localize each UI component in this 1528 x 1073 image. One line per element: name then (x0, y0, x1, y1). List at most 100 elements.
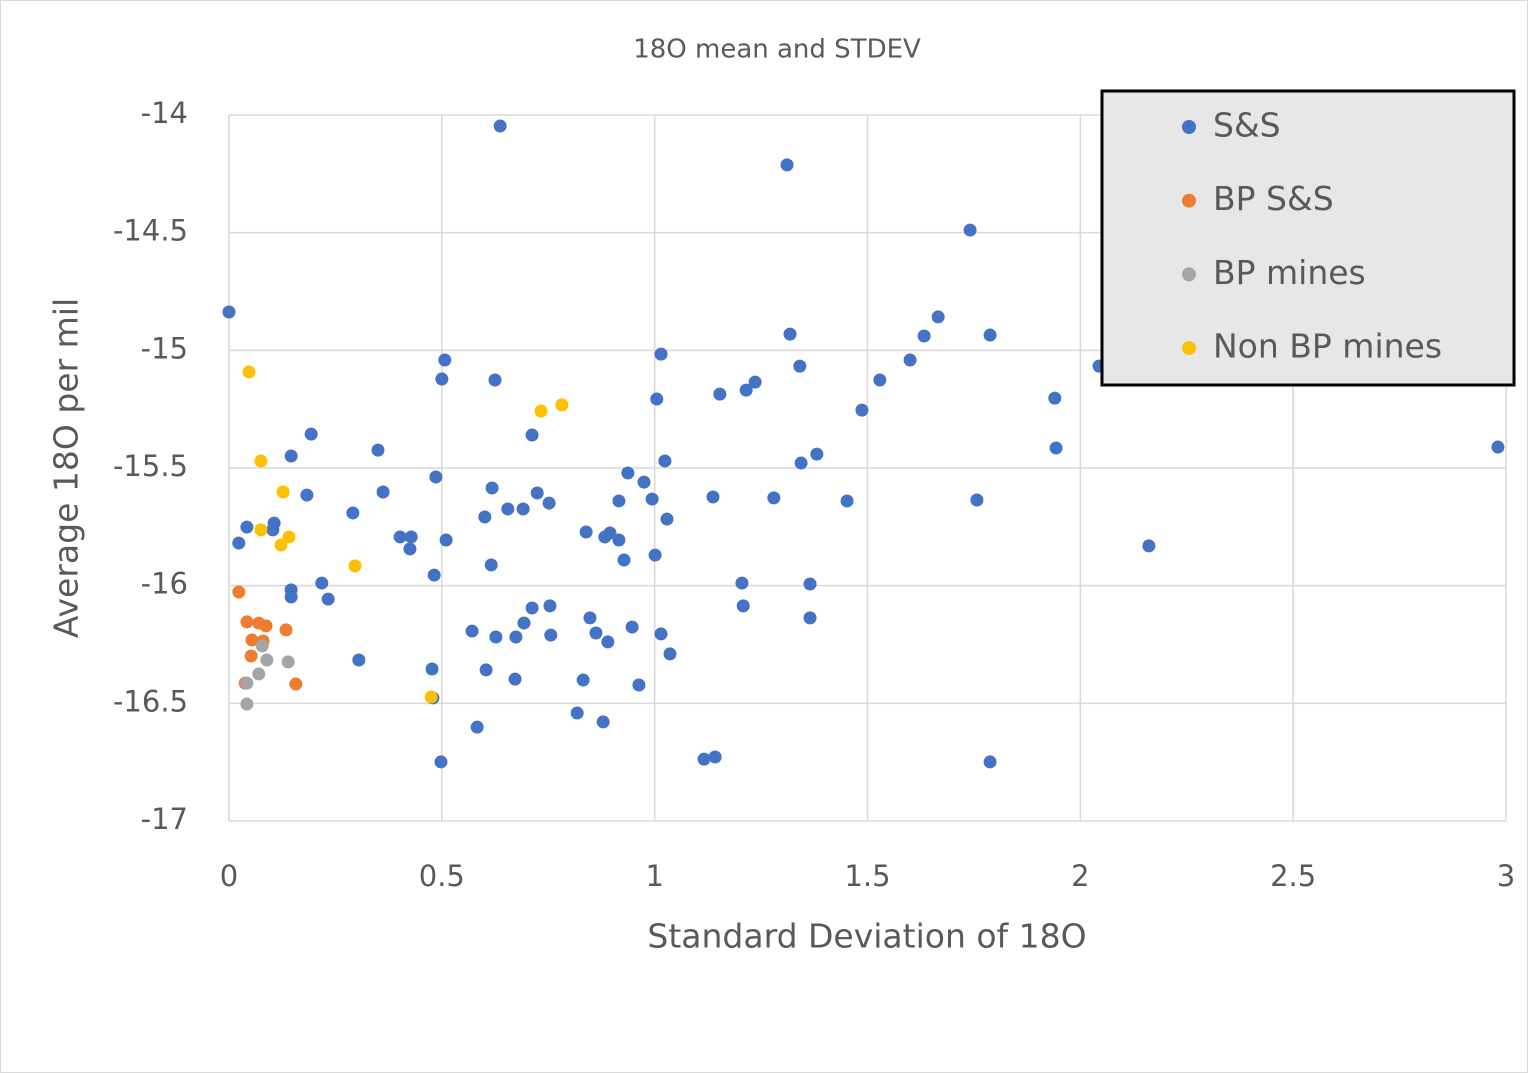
y-tick-label: -15 (141, 331, 188, 365)
point (783, 327, 797, 341)
point (424, 690, 438, 704)
legend-marker (1182, 120, 1196, 134)
x-tick-label: 0.5 (419, 859, 465, 893)
point (1049, 441, 1063, 455)
point (780, 158, 794, 172)
point (654, 347, 668, 361)
point (931, 310, 945, 324)
point (840, 494, 854, 508)
point (439, 533, 453, 547)
point (470, 720, 484, 734)
point (648, 548, 662, 562)
point (315, 576, 329, 590)
legend-label: BP mines (1213, 253, 1366, 292)
chart-title: 18O mean and STDEV (633, 35, 921, 65)
legend-box (1100, 89, 1516, 387)
point (589, 626, 603, 640)
point (625, 620, 639, 634)
point (970, 493, 984, 507)
point (983, 755, 997, 769)
point (479, 663, 493, 677)
point (252, 667, 266, 681)
point (794, 456, 808, 470)
point (810, 447, 824, 461)
point (259, 619, 273, 633)
point (706, 490, 720, 504)
y-tick-label: -16.5 (113, 684, 188, 718)
point (542, 496, 556, 510)
point (903, 353, 917, 367)
point (516, 502, 530, 516)
point (621, 466, 635, 480)
point (736, 599, 750, 613)
plot (222, 119, 1505, 769)
y-tick-label: -14 (141, 96, 188, 130)
point (376, 485, 390, 499)
point (917, 329, 931, 343)
legend: S&S BP S&S BP mines Non BP mines (1100, 89, 1516, 387)
point (735, 576, 749, 590)
point (748, 375, 762, 389)
point (508, 672, 522, 686)
point (1048, 391, 1062, 405)
point (650, 392, 664, 406)
point (425, 662, 439, 676)
point (488, 373, 502, 387)
point (697, 752, 711, 766)
point (663, 647, 677, 661)
point (525, 601, 539, 615)
point (484, 558, 498, 572)
point (855, 403, 869, 417)
point (279, 623, 293, 637)
legend-label: Non BP mines (1213, 327, 1442, 366)
point (570, 706, 584, 720)
point (632, 678, 646, 692)
point (576, 673, 590, 687)
point (281, 655, 295, 669)
point (1142, 539, 1156, 553)
point (232, 585, 246, 599)
point (612, 494, 626, 508)
point (255, 639, 269, 653)
x-axis-label: Standard Deviation of 18O (647, 917, 1086, 956)
point (240, 697, 254, 711)
point (222, 305, 236, 319)
y-tick-label: -17 (141, 802, 188, 836)
point (371, 443, 385, 457)
point (598, 530, 612, 544)
point (509, 630, 523, 644)
x-tick-label: 2.5 (1270, 859, 1316, 893)
point (321, 592, 335, 606)
point (304, 427, 318, 441)
y-tick-label: -16 (141, 567, 188, 601)
point (544, 628, 558, 642)
point (713, 387, 727, 401)
legend-marker (1182, 341, 1196, 356)
point (873, 373, 887, 387)
point (637, 475, 651, 489)
point (617, 553, 631, 567)
point (555, 398, 569, 412)
y-tick-label: -14.5 (113, 214, 188, 248)
point (803, 577, 817, 591)
point (660, 512, 674, 526)
point (348, 559, 362, 573)
x-tick-label: 3 (1497, 859, 1515, 893)
point (501, 502, 515, 516)
point (276, 485, 290, 499)
point (240, 676, 254, 690)
point (403, 542, 417, 556)
point (435, 372, 449, 386)
point (489, 630, 503, 644)
point (245, 633, 259, 647)
point (485, 481, 499, 495)
point (658, 454, 672, 468)
point (300, 488, 314, 502)
point (601, 635, 615, 649)
point (739, 383, 753, 397)
legend-marker (1182, 193, 1196, 208)
point (645, 492, 659, 506)
point (266, 523, 280, 537)
